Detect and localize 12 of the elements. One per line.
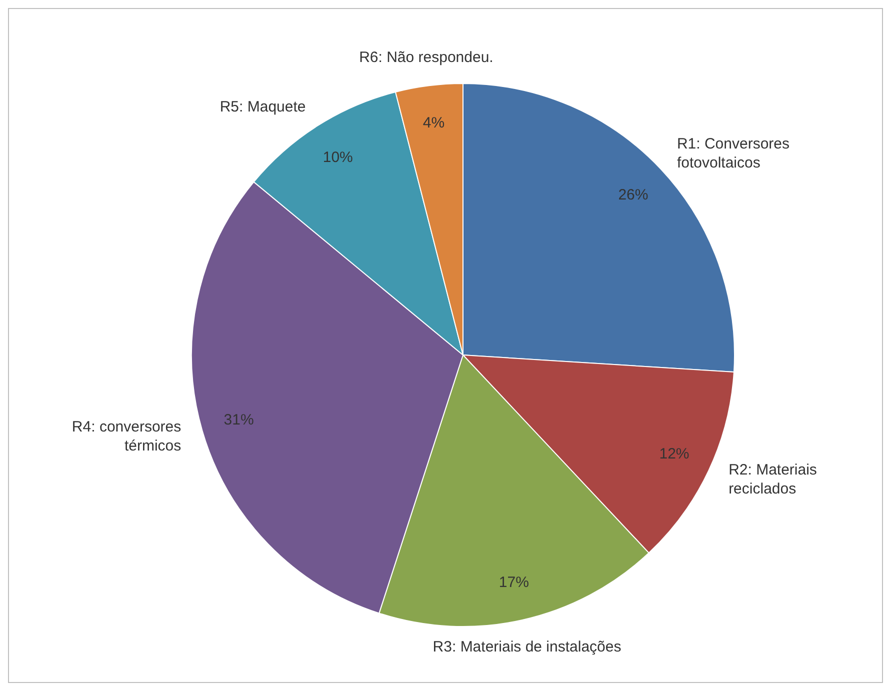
data-label: 26% xyxy=(618,186,648,204)
slice-label: R6: Não respondeu. xyxy=(359,49,494,66)
data-label: 12% xyxy=(659,446,690,463)
slice-label: R4: conversores térmicos xyxy=(72,418,182,455)
data-label: 4% xyxy=(422,114,445,132)
data-label: 10% xyxy=(322,149,353,166)
slice-label: R2: Materiais reciclados xyxy=(728,462,817,498)
data-label: 31% xyxy=(224,411,254,428)
slice-label: R5: Maquete xyxy=(220,98,306,116)
slice-label: R1: Conversores fotovoltaicos xyxy=(676,136,790,172)
slice-label: R3: Materiais de instalações xyxy=(432,638,622,656)
data-label: 17% xyxy=(498,574,529,592)
